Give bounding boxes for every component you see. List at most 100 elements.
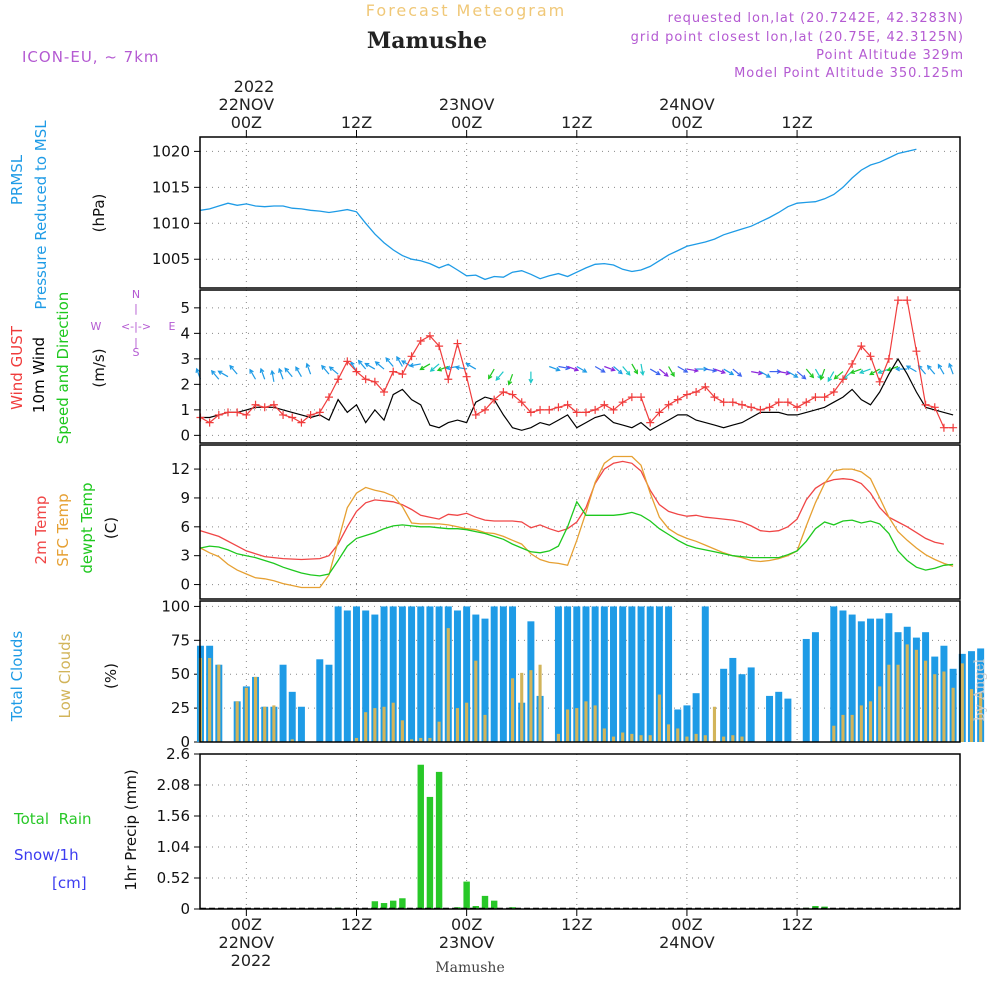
total-cloud-bar — [830, 606, 838, 742]
total-cloud-bar — [371, 614, 379, 742]
wind-gust-marker — [600, 400, 609, 409]
panel-frame — [199, 753, 961, 910]
wind-gust-marker — [765, 403, 774, 412]
wind-direction-arrow — [594, 365, 606, 373]
low-cloud-bar — [575, 708, 579, 742]
total-cloud-bar — [564, 606, 572, 742]
wind-arrow-shaft — [284, 367, 293, 378]
low-cloud-bar — [483, 714, 487, 742]
wind-direction-arrow — [827, 371, 835, 383]
wind-direction-arrow — [948, 362, 954, 375]
wind-gust-marker — [380, 388, 389, 396]
wind-arrow-head — [833, 374, 839, 380]
rain-bar — [417, 764, 424, 909]
wind-direction-arrow — [305, 362, 312, 375]
wind-direction-arrow — [926, 364, 936, 375]
wind-arrow-shaft — [869, 368, 880, 376]
wind-arrow-head — [785, 370, 791, 376]
total-cloud-bar — [802, 638, 810, 742]
total-cloud-bar — [334, 606, 342, 742]
wind-arrow-head — [610, 366, 616, 372]
panel-frame — [199, 600, 961, 743]
wind-arrow-shaft — [820, 368, 826, 380]
wind-direction-arrow — [869, 368, 880, 376]
wind-gust-marker — [223, 408, 232, 417]
low-cloud-bar — [566, 709, 570, 742]
low-cloud-bar — [868, 701, 873, 742]
wind-arrow-head — [295, 366, 300, 372]
wind-direction-arrow — [295, 366, 302, 378]
total-cloud-bar — [288, 691, 296, 742]
time-label: 12Z — [341, 915, 372, 934]
wind-gust-marker — [242, 410, 251, 419]
low-cloud-bar — [979, 693, 983, 742]
low-cloud-bar — [538, 664, 542, 742]
wind-arrow-head — [869, 370, 875, 376]
wind-arrow-shaft — [732, 368, 742, 377]
y-tick-label: 0.52 — [157, 869, 190, 887]
model-altitude: Model Point Altitude 350.125m — [734, 66, 964, 81]
wind-gust-marker — [517, 398, 526, 407]
total-cloud-bar — [490, 606, 498, 742]
wind-gust-marker — [214, 410, 223, 419]
rain-bar — [435, 771, 443, 909]
low-cloud-bar — [657, 694, 661, 742]
low-cloud-bar — [465, 702, 469, 742]
low-cloud-bar — [235, 701, 239, 742]
wind-direction-arrow — [805, 368, 815, 379]
y-tick-label: 2.08 — [157, 776, 190, 794]
low-cloud-bar — [419, 737, 423, 742]
time-label: 00Z — [671, 915, 702, 934]
location-title: Mamushe — [367, 28, 487, 54]
wind-arrow-head — [801, 374, 807, 380]
wind-arrow-head — [858, 369, 865, 375]
wind-direction-arrow — [465, 362, 477, 370]
wind-gust-marker — [334, 375, 343, 384]
total-cloud-bar — [665, 606, 673, 742]
low-cloud-bar — [685, 736, 689, 742]
wind-arrow-shaft — [937, 364, 945, 375]
low-cloud-bar — [951, 687, 955, 742]
wind-gust-marker — [829, 388, 838, 396]
total-cloud-bar — [408, 606, 416, 742]
low-cloud-bar — [878, 686, 882, 742]
wind-arrow-head — [758, 370, 764, 376]
low-cloud-bar — [556, 733, 560, 742]
low-cloud-bar — [648, 735, 652, 742]
wind-arrow-head — [670, 372, 675, 378]
wind-arrow-shaft — [805, 368, 814, 378]
wind-arrow-head — [639, 370, 645, 377]
total-cloud-bar — [610, 606, 617, 742]
compass-vertical-2: | — [134, 336, 138, 349]
total-cloud-bar — [353, 606, 360, 742]
wind-arrow-shaft — [787, 371, 798, 378]
wind-gust-marker — [444, 375, 453, 384]
y-tick-label: 9 — [180, 489, 190, 507]
rain-bar — [371, 901, 379, 909]
pressure-panel: 1005 1010 1015 1020 — [152, 136, 961, 289]
panel-frame — [199, 289, 961, 444]
wind-direction-arrow — [649, 368, 661, 376]
date-label: 22NOV — [219, 933, 275, 952]
wind-gust-marker — [949, 423, 958, 432]
wind-arrow-shaft — [385, 357, 394, 367]
wind-arrow-head — [948, 362, 953, 368]
wind-gust-marker — [866, 352, 875, 361]
wind-arrow-shaft — [668, 366, 675, 377]
wind-arrow-shaft — [271, 370, 275, 382]
low-cloud-bar — [602, 728, 606, 742]
wind-gust-marker — [490, 395, 499, 404]
time-label: 00Z — [231, 113, 262, 132]
wind-direction-arrow — [259, 367, 266, 380]
compass-south: S — [133, 346, 140, 359]
total-cloud-bar — [637, 606, 645, 742]
low-cloud-bar — [400, 720, 404, 742]
wind-direction-arrow — [905, 365, 917, 373]
wind-gust-marker — [481, 405, 489, 414]
total-cloud-bar — [554, 606, 562, 742]
wind-gust-marker — [783, 398, 792, 407]
wind-direction-arrow — [714, 368, 726, 375]
low-cloud-bar — [290, 739, 294, 742]
wind-direction-arrow — [833, 371, 844, 380]
total-cloud-bar — [453, 610, 461, 742]
